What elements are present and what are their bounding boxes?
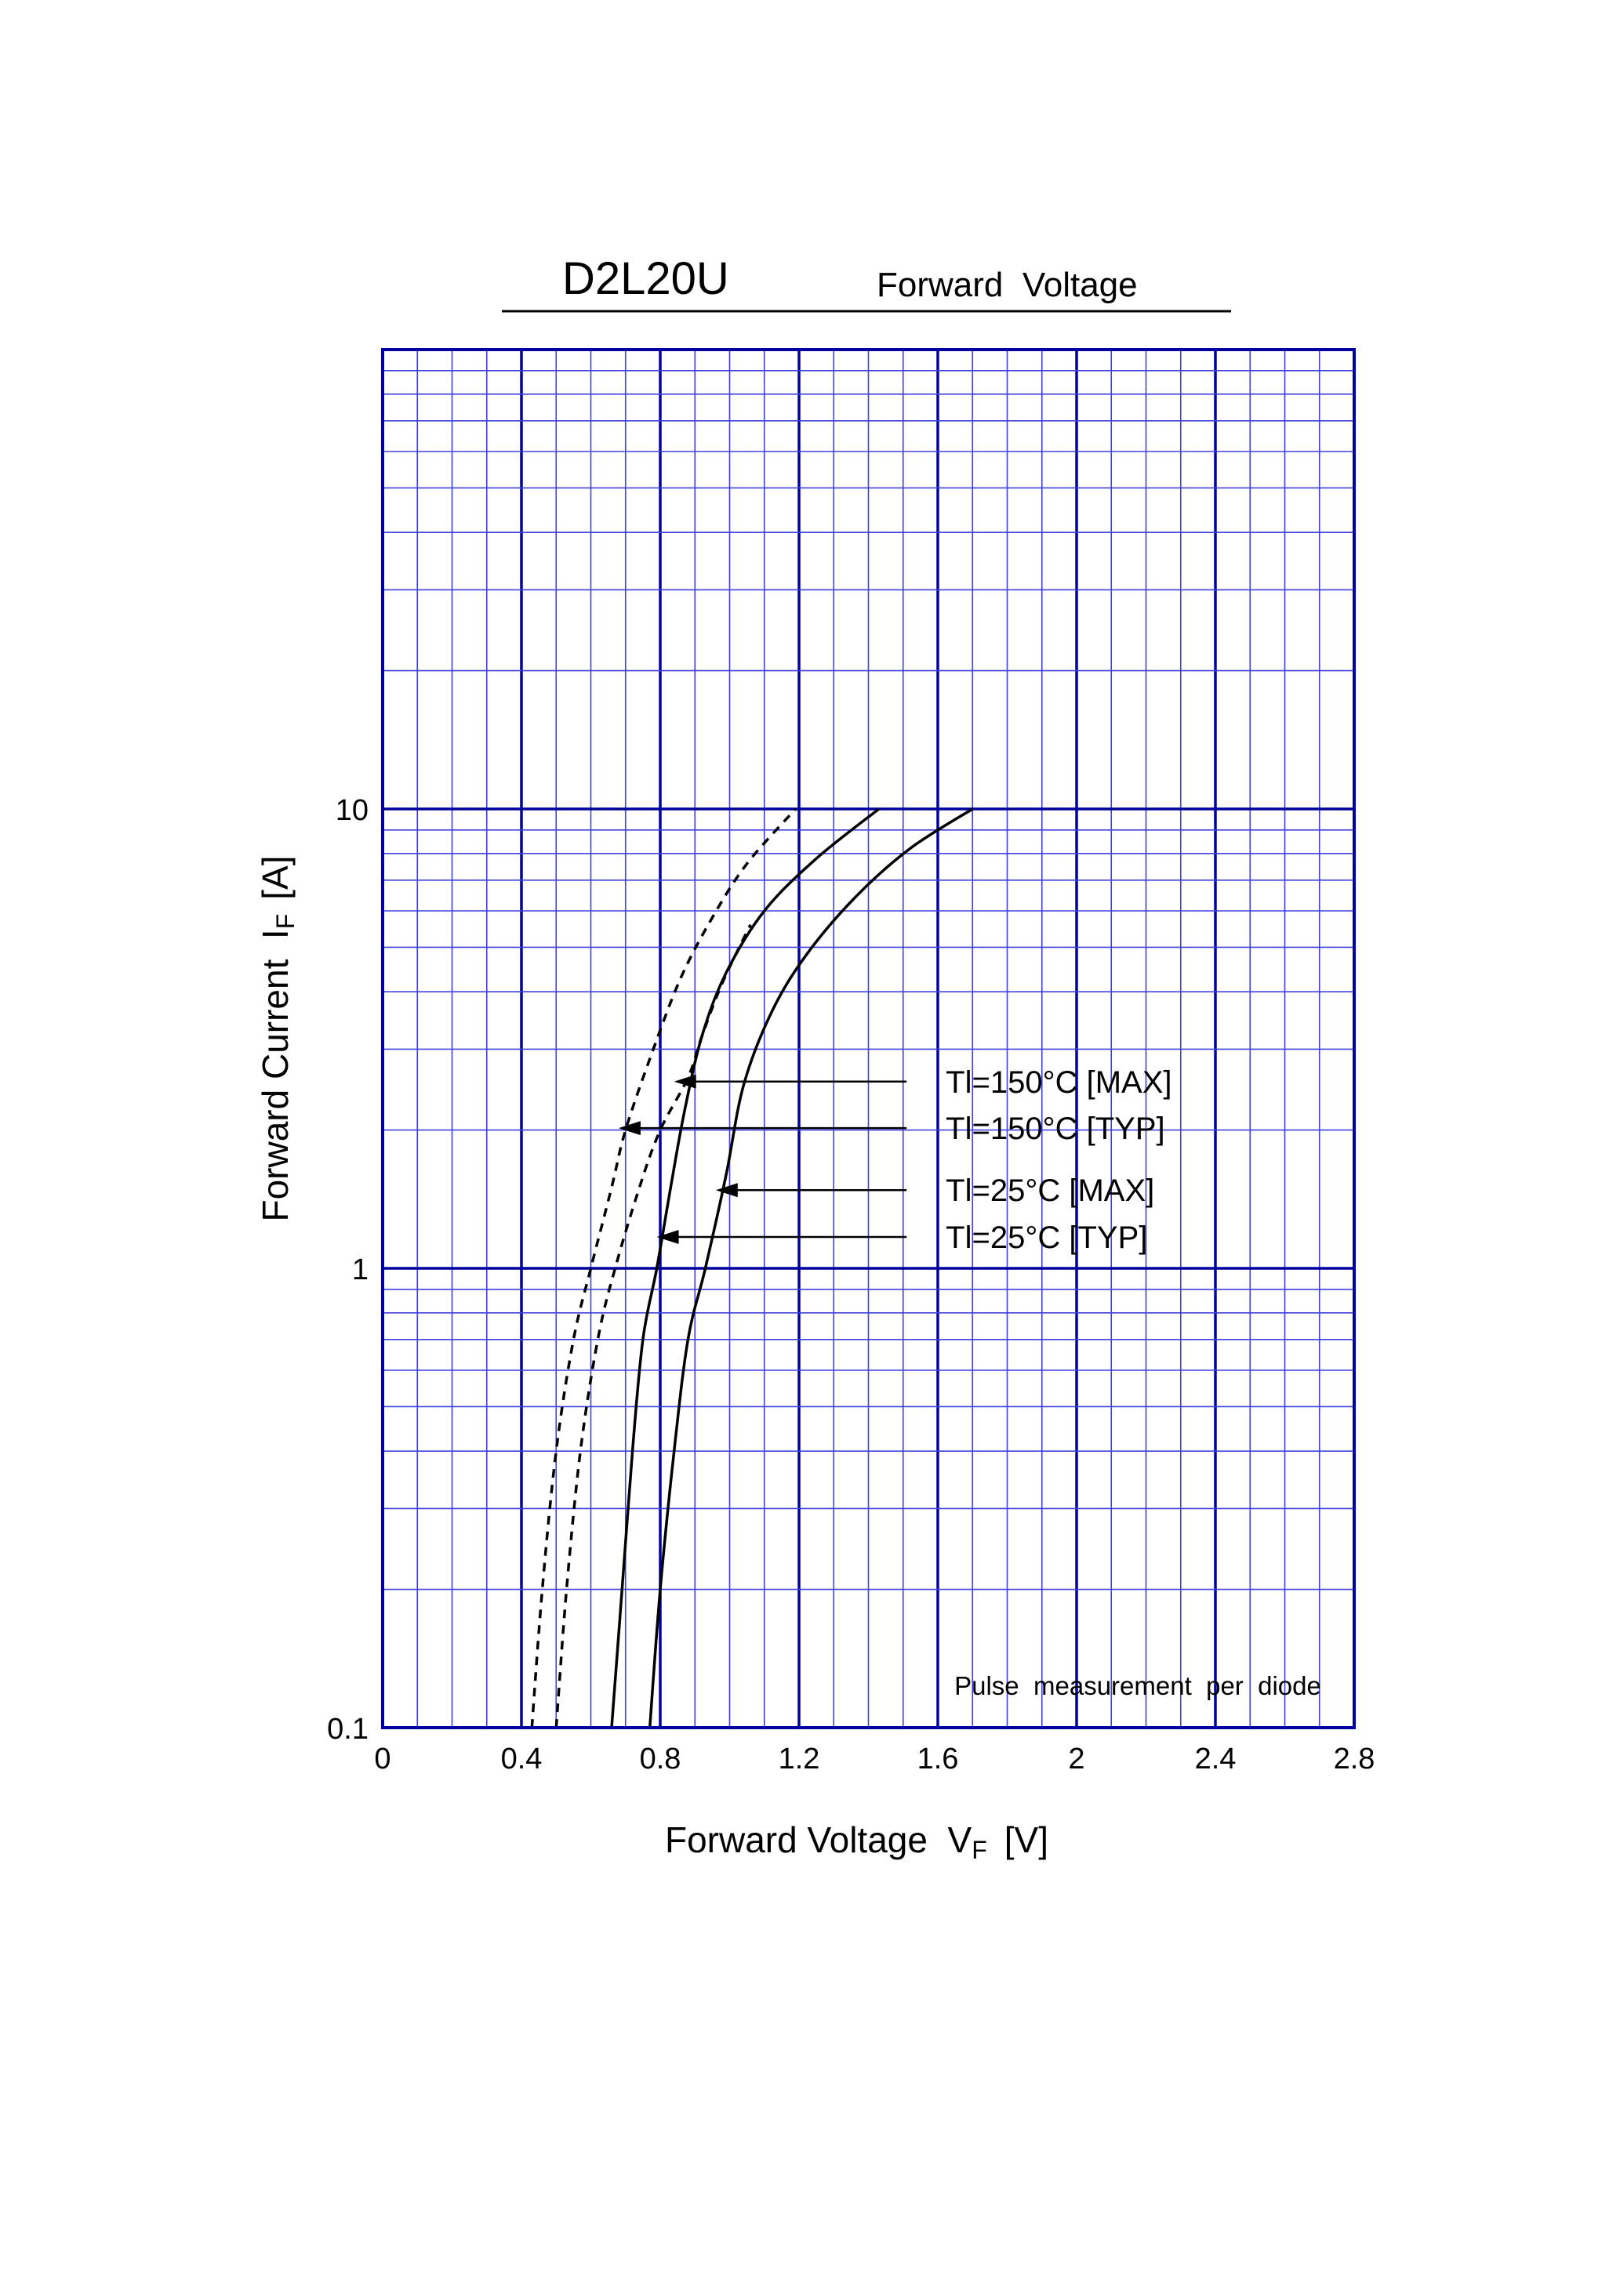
x-tick-label: 2 (1068, 1743, 1084, 1776)
tick-labels: 0 0.4 0.8 1.2 1.6 2 2.4 2.8 0.1 1 10 (327, 794, 1375, 1776)
measurement-note: Pulse measurement per diode (954, 1671, 1321, 1700)
x-axis-label: Forward Voltage VF [V] (665, 1819, 1048, 1864)
x-axis-label-main: Forward Voltage V (665, 1819, 972, 1860)
annotation-label: Tl=25°C [TYP] (946, 1221, 1147, 1255)
x-tick-label: 0.8 (640, 1743, 681, 1776)
annotation-arrowhead (656, 1230, 679, 1245)
part-number-title: D2L20U (562, 253, 729, 304)
annotation-arrowhead (618, 1121, 641, 1136)
series-line-2 (554, 923, 752, 1728)
x-tick-label: 2.8 (1334, 1743, 1375, 1776)
series-line-4 (648, 807, 974, 1728)
annotation-label: Tl=150°C [TYP] (946, 1112, 1164, 1146)
series-line-1 (530, 807, 797, 1728)
annotation-label: Tl=150°C [MAX] (946, 1065, 1171, 1100)
x-tick-label: 2.4 (1195, 1743, 1237, 1776)
series-line-3 (610, 807, 880, 1728)
annotation-arrowhead (715, 1183, 738, 1198)
x-tick-label: 1.2 (779, 1743, 820, 1776)
y-tick-label: 0.1 (327, 1713, 369, 1746)
y-axis-label: Forward Current IF [A] (255, 855, 300, 1221)
plot-frame (381, 348, 1356, 1729)
x-tick-label: 1.6 (917, 1743, 959, 1776)
y-tick-label: 10 (336, 794, 369, 827)
chart-subtitle: Forward Voltage (877, 266, 1138, 304)
annotation-label: Tl=25°C [MAX] (946, 1173, 1154, 1208)
y-axis-label-main: Forward Current I (255, 929, 296, 1221)
x-axis-label-unit: [V] (1004, 1819, 1048, 1860)
y-tick-label: 1 (352, 1253, 369, 1286)
annotation-layer: Tl=150°C [MAX] Tl=150°C [TYP] Tl=25°C [MAX… (618, 1065, 1172, 1255)
y-axis-label-unit: [A] (255, 855, 296, 899)
y-axis-label-sub: F (271, 914, 300, 930)
x-tick-label: 0.4 (501, 1743, 543, 1776)
series-layer (530, 807, 974, 1728)
grid (381, 350, 1356, 1729)
annotation-arrowhead (674, 1074, 696, 1089)
x-tick-label: 0 (374, 1743, 390, 1776)
x-axis-label-sub: F (972, 1836, 987, 1864)
